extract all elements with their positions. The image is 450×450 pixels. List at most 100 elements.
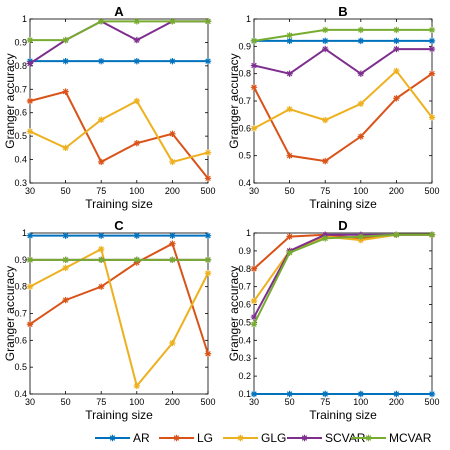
y-tick-label: 0.9 [14,37,27,47]
x-axis-label: Training size [309,408,377,422]
data-point-AR [204,232,212,239]
plot-area [29,232,209,395]
y-tick-label: 1 [22,228,27,238]
y-tick-label: 0.4 [14,389,27,399]
x-tick-label: 75 [96,186,106,196]
data-point-AR [133,57,140,65]
data-point-MCVAR [133,256,140,264]
data-point-LG [286,233,293,240]
series-line-GLG [29,99,209,164]
data-point-GLG [26,283,34,290]
series-line-GLG [29,247,209,389]
data-point-AR [393,390,400,398]
y-axis-label: Granger accuracy [3,53,17,148]
series-AR [250,390,436,398]
data-point-GLG [169,158,176,166]
data-point-AR [169,232,176,239]
data-point-AR [26,232,34,239]
data-point-GLG [26,128,34,135]
legend-label: MCVAR [389,431,432,445]
x-tick-label: 500 [200,397,215,407]
legend-marker [237,434,244,442]
data-point-AR [98,57,105,65]
legend-entry-GLG: GLG [223,431,286,445]
legend-entry-MCVAR: MCVAR [351,431,432,445]
data-point-MCVAR [393,26,400,34]
data-point-GLG [250,125,258,132]
data-point-LG [322,157,329,165]
chart-title: B [338,4,347,19]
data-point-MCVAR [98,18,105,25]
data-point-GLG [62,144,69,152]
data-point-GLG [357,236,364,244]
y-tick-label: 0.6 [14,108,27,118]
y-tick-label: 0.8 [238,69,251,79]
data-point-SCVAR [133,36,140,44]
series-LG [26,240,212,357]
data-point-MCVAR [26,36,34,44]
chart-panel-B: 0.4 0.5 0.6 0.7 0.8 0.9 1 30 50 75 100 200 500 B Train… [227,4,440,211]
legend-label: LG [197,431,213,445]
y-tick-label: 0.7 [238,96,251,106]
series-MCVAR [250,231,436,328]
data-point-AR [133,232,140,239]
series-line-LG [29,90,209,179]
y-tick-label: 0.8 [14,61,27,71]
x-tick-label: 500 [424,397,439,407]
data-point-SCVAR [393,45,400,53]
y-tick-label: 0.4 [238,335,251,345]
data-point-MCVAR [286,249,293,256]
x-tick-label: 200 [389,397,404,407]
data-point-GLG [250,297,258,305]
data-point-MCVAR [26,256,34,264]
legend-marker [301,434,308,442]
data-point-MCVAR [393,231,400,238]
data-point-GLG [62,264,69,272]
data-point-AR [204,57,212,65]
x-tick-label: 500 [200,186,215,196]
series-LG [26,88,212,182]
data-point-GLG [428,114,436,121]
legend-entry-AR: AR [95,431,150,445]
data-point-MCVAR [428,26,436,34]
series-line-LG [29,242,209,355]
y-tick-label: 0.9 [238,41,251,51]
data-point-LG [62,296,69,304]
x-tick-label: 100 [353,397,368,407]
y-tick-label: 0.5 [238,151,251,161]
x-tick-label: 100 [353,186,368,196]
data-point-SCVAR [250,62,258,69]
data-point-MCVAR [428,231,436,238]
plot-area [29,18,209,184]
y-axis-label: Granger accuracy [227,266,241,361]
y-tick-label: 0.8 [14,282,27,292]
data-point-LG [169,130,176,137]
data-point-AR [62,57,69,65]
data-point-LG [250,84,258,91]
x-tick-label: 100 [129,397,144,407]
chart-title: C [114,218,124,233]
data-point-MCVAR [322,235,329,242]
data-point-LG [393,95,400,102]
y-tick-label: 0.8 [238,264,251,274]
data-point-AR [357,390,364,398]
data-point-MCVAR [98,256,105,264]
y-tick-label: 0.4 [14,155,27,165]
data-point-LG [357,133,364,140]
data-point-LG [133,139,140,147]
data-point-AR [286,37,293,45]
x-tick-label: 50 [61,186,71,196]
data-point-LG [204,350,212,357]
data-point-LG [26,97,34,105]
x-tick-label: 30 [249,397,259,407]
data-point-LG [428,70,436,77]
x-tick-label: 30 [249,186,259,196]
data-point-GLG [393,67,400,75]
legend-label: AR [133,431,150,445]
data-point-GLG [133,382,140,390]
x-tick-label: 200 [389,186,404,196]
series-line-MCVAR [30,20,208,42]
data-point-AR [169,57,176,65]
legend: AR LG GLG SCVAR MCVAR [95,431,432,445]
x-tick-label: 30 [25,397,35,407]
